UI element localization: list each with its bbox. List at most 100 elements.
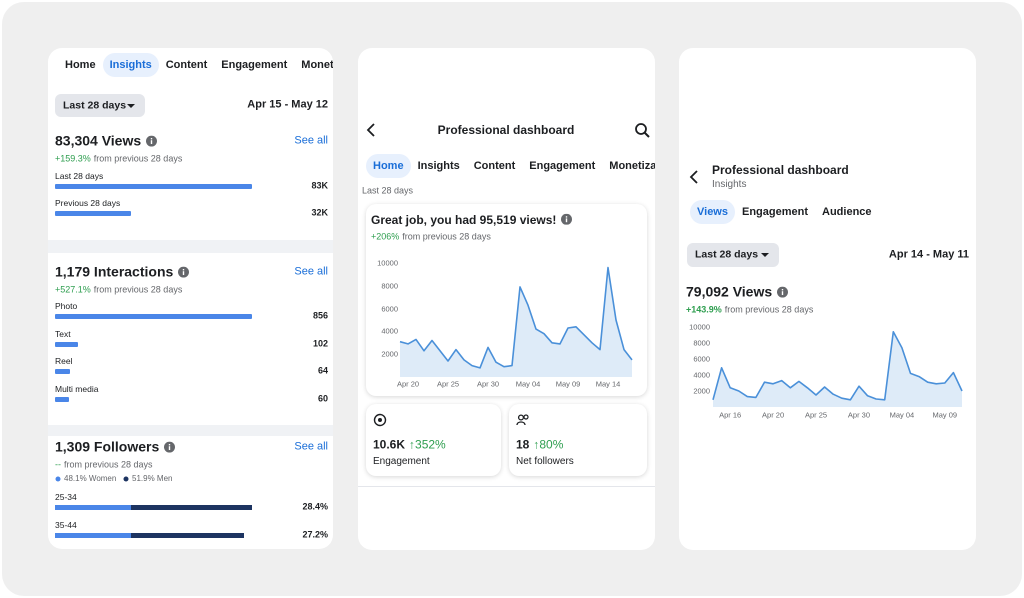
see-all-link[interactable]: See all xyxy=(294,134,328,147)
icon-core xyxy=(378,418,382,422)
info-icon xyxy=(164,441,176,453)
date-range: Apr 14 - May 11 xyxy=(888,248,969,261)
tab[interactable]: Home xyxy=(65,59,96,71)
bar-segment xyxy=(131,533,244,538)
stat-card[interactable] xyxy=(509,404,647,476)
tab-bar: Views Engagement Audience xyxy=(690,200,879,224)
tab-active[interactable]: Views xyxy=(690,200,735,224)
change-line: +159.3% from previous 28 days xyxy=(55,147,182,166)
info-icon xyxy=(146,135,158,147)
bar-segment xyxy=(55,505,132,510)
y-tick-label: 10000 xyxy=(377,258,398,268)
tab-bar: Home Insights Content Engagement Monetiza xyxy=(366,154,655,178)
screen-title: Professional dashboard xyxy=(437,122,575,137)
change-note: from previous 28 days xyxy=(64,459,153,470)
icon-ring xyxy=(373,413,387,427)
tab[interactable]: Monetiza xyxy=(301,59,333,71)
x-tick-label: Apr 25 xyxy=(436,379,460,389)
age-label: 35-44 xyxy=(55,519,77,530)
tab[interactable]: Engagement xyxy=(529,160,596,172)
info-icon xyxy=(178,266,190,278)
stat-value: 10.6K xyxy=(373,437,406,452)
change-note: from previous 28 days xyxy=(724,304,814,315)
x-tick-label: May 14 xyxy=(595,379,621,389)
stat-label: Net followers xyxy=(516,456,574,467)
y-tick-label: 2000 xyxy=(693,386,710,396)
change-line: -- from previous 28 days xyxy=(55,453,153,472)
stat-change: ↑80% xyxy=(533,437,564,452)
y-tick-label: 4000 xyxy=(381,326,398,336)
y-tick-label: 2000 xyxy=(381,349,398,359)
change-note: from previous 28 days xyxy=(93,284,183,295)
see-all-link[interactable]: See all xyxy=(294,265,328,278)
tab-active[interactable]: Insights xyxy=(102,53,159,77)
screen-subtitle: Insights xyxy=(712,179,747,190)
age-value: 28.4% xyxy=(302,501,328,512)
x-tick-label: May 09 xyxy=(555,379,581,389)
tab[interactable]: Engagement xyxy=(221,59,288,71)
date-range: Apr 15 - May 12 xyxy=(247,98,328,111)
tab[interactable]: Engagement xyxy=(742,206,809,218)
stat-card[interactable] xyxy=(366,404,501,476)
bar-value: 856 xyxy=(312,310,328,321)
change-note: from previous 28 days xyxy=(93,153,183,164)
info-dot xyxy=(169,444,171,446)
tab[interactable]: Content xyxy=(473,160,516,172)
dropdown-caret xyxy=(127,103,135,108)
back-button[interactable] xyxy=(366,123,375,137)
tab[interactable]: Content xyxy=(165,59,208,71)
y-tick-label: 10000 xyxy=(689,322,710,332)
age-value: 27.2% xyxy=(302,529,328,540)
info-stem xyxy=(150,140,153,145)
tab[interactable]: Audience xyxy=(822,206,872,218)
range-label: Last 28 days xyxy=(63,99,127,112)
stat-value-line: 10.6K ↑352% xyxy=(373,434,446,453)
info-icon xyxy=(561,213,573,225)
section-divider xyxy=(48,425,333,436)
change-note: from previous 28 days xyxy=(402,231,491,242)
views-panel: Professional dashboard Insights Views Engag… xyxy=(679,48,976,550)
bar-value: 32K xyxy=(311,207,328,218)
bar-value: 64 xyxy=(317,365,328,376)
area xyxy=(713,331,962,407)
card-title: Great job, you had 95,519 views! xyxy=(371,213,573,227)
range-dropdown[interactable]: Last 28 days xyxy=(55,94,145,117)
line xyxy=(712,331,963,401)
range-label: Last 28 days xyxy=(362,185,414,196)
bar-label: Last 28 days xyxy=(55,170,104,181)
x-tick-label: Apr 20 xyxy=(396,379,420,389)
stat-value-line: 18 ↑80% xyxy=(516,434,563,453)
tab[interactable]: Monetiza xyxy=(609,160,655,172)
y-tick-label: 8000 xyxy=(693,338,710,348)
panel-graphics xyxy=(55,476,129,482)
search-icon[interactable] xyxy=(635,123,647,135)
range-label: Last 28 days xyxy=(695,248,759,261)
legend-dot xyxy=(55,476,61,482)
tab[interactable]: Insights xyxy=(417,160,460,172)
info-dot xyxy=(183,269,185,271)
bar xyxy=(55,184,252,189)
info-stem xyxy=(169,446,171,451)
separator xyxy=(358,486,655,487)
info-stem xyxy=(566,218,568,223)
info-dot xyxy=(566,216,568,218)
bar-label: Reel xyxy=(55,356,73,367)
range-dropdown[interactable]: Last 28 days xyxy=(687,243,779,267)
insights-panel: Home Insights Content Engagement Monetiza Las… xyxy=(48,48,333,549)
bar xyxy=(55,369,70,375)
see-all-link[interactable]: See all xyxy=(294,440,328,453)
y-tick-label: 4000 xyxy=(693,370,710,380)
back-button[interactable] xyxy=(689,170,698,184)
x-tick-label: May 04 xyxy=(515,379,541,389)
bar xyxy=(55,211,131,216)
section-divider xyxy=(48,240,333,253)
change-line: +143.9% from previous 28 days xyxy=(686,298,813,317)
icon-head-2 xyxy=(523,414,529,420)
change: +143.9% xyxy=(686,304,722,315)
icon-body xyxy=(516,421,526,426)
engagement-icon xyxy=(373,413,387,427)
tab-active[interactable]: Home xyxy=(366,154,411,178)
screen-title: Professional dashboard xyxy=(712,162,849,177)
change: +206% xyxy=(371,231,400,242)
